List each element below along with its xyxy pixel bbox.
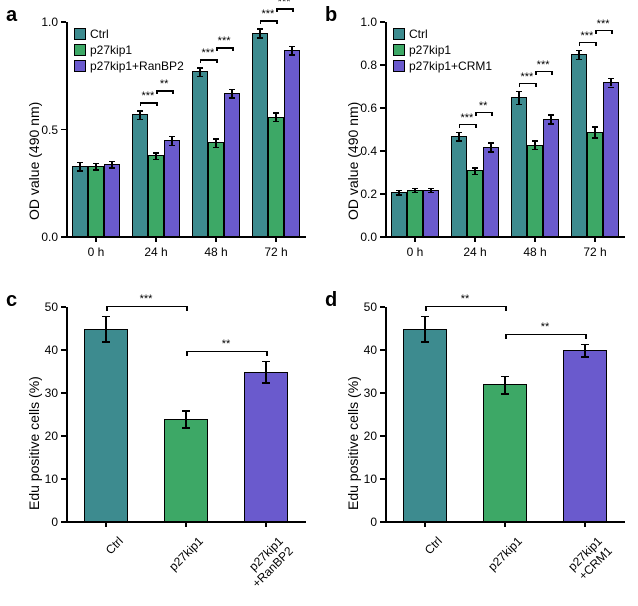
y-axis [385, 307, 387, 522]
legend-label: p27kip1 [409, 43, 451, 57]
x-category-label: p27kip1 [147, 534, 206, 593]
legend-swatch [74, 28, 86, 40]
panel-b-label: b [325, 4, 337, 27]
panel-a-label: a [6, 4, 17, 27]
bar [391, 192, 407, 237]
bar [511, 97, 527, 237]
bar [268, 117, 284, 237]
bar [527, 145, 543, 237]
x-category-label: p27kip1 [466, 534, 525, 593]
bar [543, 119, 559, 237]
bar [252, 33, 268, 237]
bar [403, 329, 447, 523]
panel-c: c Edu positive cells (%) 01020304050Ctrl… [0, 285, 319, 605]
panel-c-plot: 01020304050Ctrlp27kip1p27kip1 +RanBP2***… [66, 307, 306, 522]
legend-label: Ctrl [409, 27, 428, 41]
bar [451, 136, 467, 237]
bar [88, 166, 104, 237]
x-category-label: Ctrl [67, 534, 126, 593]
bar [72, 166, 88, 237]
bar [244, 372, 288, 523]
x-category-label: p27kip1 +CRM1 [546, 534, 615, 603]
y-axis [66, 22, 68, 237]
bar [164, 140, 180, 237]
bar [284, 50, 300, 237]
bar [563, 350, 607, 522]
panel-b-plot: 0.00.20.40.60.81.00 h24 h48 h72 hCtrlp27… [385, 22, 625, 237]
panel-d-label: d [325, 289, 337, 312]
x-category-label: Ctrl [386, 534, 445, 593]
legend-label: Ctrl [90, 27, 109, 41]
panel-a: a OD value (490 nm) 0.00.51.00 h24 h48 h… [0, 0, 319, 280]
legend-swatch [74, 60, 86, 72]
bar [148, 155, 164, 237]
panel-c-label: c [6, 289, 17, 312]
bar [483, 147, 499, 237]
legend-swatch [393, 60, 405, 72]
panel-d: d Edu positive cells (%) 01020304050Ctrl… [319, 285, 638, 605]
legend-swatch [393, 44, 405, 56]
legend-swatch [393, 28, 405, 40]
legend-label: p27kip1+RanBP2 [90, 59, 184, 73]
bar [164, 419, 208, 522]
bar [467, 170, 483, 237]
y-axis [66, 307, 68, 522]
bar [132, 114, 148, 237]
panel-b-ylabel: OD value (490 nm) [345, 102, 361, 220]
bar [208, 142, 224, 237]
bar [571, 54, 587, 237]
legend-swatch [74, 44, 86, 56]
bar [104, 164, 120, 237]
panel-a-plot: 0.00.51.00 h24 h48 h72 hCtrlp27kip1p27ki… [66, 22, 306, 237]
x-category-label: p27kip1 +RanBP2 [227, 534, 296, 603]
bar [84, 329, 128, 523]
bar [423, 190, 439, 237]
figure: { "colors": { "ctrl": "#3d8b8f", "p27": … [0, 0, 638, 606]
bar [407, 190, 423, 237]
panel-a-ylabel: OD value (490 nm) [26, 102, 42, 220]
bar [587, 132, 603, 237]
y-axis [385, 22, 387, 237]
panel-d-plot: 01020304050Ctrlp27kip1p27kip1 +CRM1**** [385, 307, 625, 522]
legend-label: p27kip1+CRM1 [409, 59, 492, 73]
panel-b: b OD value (490 nm) 0.00.20.40.60.81.00 … [319, 0, 638, 280]
bar [483, 384, 527, 522]
bar [603, 82, 619, 237]
bar [192, 71, 208, 237]
legend-label: p27kip1 [90, 43, 132, 57]
bar [224, 93, 240, 237]
